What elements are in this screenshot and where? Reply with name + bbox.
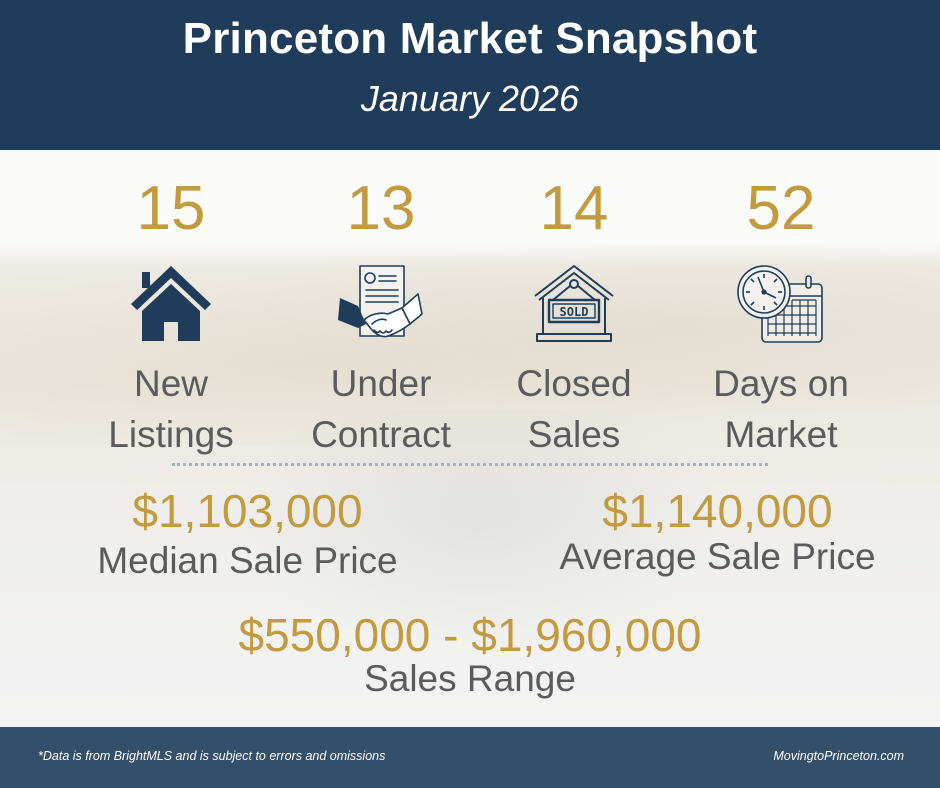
stat-label: Closed Sales <box>516 363 632 455</box>
average-price-value: $1,140,000 <box>602 485 833 537</box>
stat-label: Days on Market <box>713 363 849 455</box>
stat-value: 15 <box>136 174 206 243</box>
stat-closed-sales: 14 SOLD Closed Sales <box>474 178 674 460</box>
average-sale-price: $1,140,000 Average Sale Price <box>540 488 895 575</box>
sales-range-label: Sales Range <box>364 658 576 699</box>
stat-value: 52 <box>746 174 816 243</box>
stat-value: 13 <box>346 174 416 243</box>
stat-under-contract: 13 Under Contract <box>281 178 481 460</box>
stat-label: Under Contract <box>311 363 451 455</box>
stat-new-listings: 15 New Listings <box>71 178 271 460</box>
stat-label: New Listings <box>108 363 234 455</box>
clock-calendar-icon <box>737 265 823 343</box>
dotted-divider <box>172 463 768 466</box>
sales-range-value: $550,000 - $1,960,000 <box>238 609 702 661</box>
svg-text:SOLD: SOLD <box>560 305 589 319</box>
sales-range: $550,000 - $1,960,000 Sales Range <box>170 612 770 697</box>
data-disclaimer: *Data is from BrightMLS and is subject t… <box>38 749 386 763</box>
website-url: MovingtoPrinceton.com <box>773 749 904 763</box>
median-price-label: Median Sale Price <box>97 540 398 581</box>
stat-value: 14 <box>539 174 609 243</box>
stat-days-on-market: 52 <box>681 178 881 460</box>
header-banner: Princeton Market Snapshot January 2026 <box>0 0 940 150</box>
median-sale-price: $1,103,000 Median Sale Price <box>80 488 415 579</box>
page-subtitle-date: January 2026 <box>360 78 580 119</box>
footer-bar: *Data is from BrightMLS and is subject t… <box>0 727 940 788</box>
median-price-value: $1,103,000 <box>132 485 363 537</box>
house-icon <box>131 266 211 341</box>
average-price-label: Average Sale Price <box>559 536 876 577</box>
page-title: Princeton Market Snapshot <box>182 14 758 63</box>
sold-sign-house-icon: SOLD <box>534 265 614 342</box>
handshake-contract-icon <box>338 265 423 338</box>
